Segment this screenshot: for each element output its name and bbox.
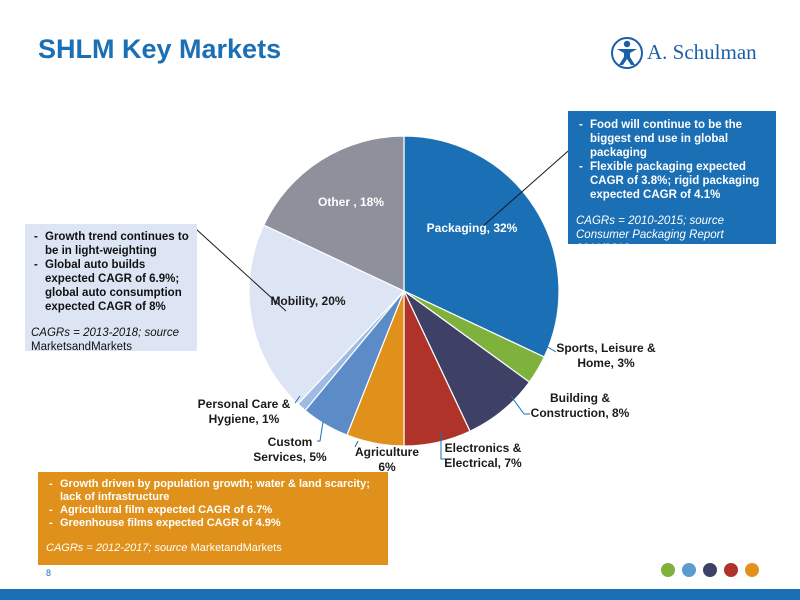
slice-label-building-construction: Building & Construction, 8% [531, 391, 630, 420]
mobility-bullet: Global auto builds expected CAGR of 6.9%… [31, 258, 191, 314]
sports-label-leader [545, 345, 557, 353]
page-number: 8 [46, 568, 52, 578]
logo-text: A. Schulman [647, 40, 757, 64]
agriculture-bullet: Agricultural film expected CAGR of 6.7% [46, 504, 380, 517]
slice-label-other: Other , 18% [318, 195, 384, 209]
footer-dot [745, 563, 759, 577]
mobility-source-note: CAGRs = 2013-2018; source MarketsandMark… [31, 326, 191, 354]
packaging-bullet: Flexible packaging expected CAGR of 3.8%… [576, 160, 768, 202]
agriculture-source-name: MarketandMarkets [190, 542, 282, 554]
mobility-source-italic: CAGRs = 2013-2018; source [31, 327, 179, 339]
mobility-callout-leader [195, 228, 287, 312]
personal-care-label-leader [294, 395, 301, 404]
logo-figure-icon [611, 37, 643, 69]
packaging-callout: Food will continue to be the biggest end… [568, 111, 776, 255]
slice-label-sports-leisure-home: Sports, Leisure & Home, 3% [556, 341, 656, 370]
slice-label-custom-services: Custom Services, 5% [253, 435, 327, 464]
agriculture-label-leader [354, 440, 359, 448]
packaging-callout-leader [481, 144, 576, 228]
pie-slice-packaging [403, 135, 560, 358]
mobility-source-name: MarketsandMarkets [31, 341, 132, 353]
pie-slice-other [262, 135, 405, 292]
bottom-accent-bar [0, 589, 800, 600]
mobility-callout: Growth trend continues to be in light-we… [25, 224, 197, 354]
packaging-bullet: Food will continue to be the biggest end… [576, 118, 768, 160]
agriculture-source-italic: CAGRs = 2012-2017; source [46, 542, 188, 554]
agriculture-bullet: Greenhouse films expected CAGR of 4.9% [46, 517, 380, 530]
footer-color-dots [661, 563, 759, 577]
custom-services-label-leader [317, 421, 324, 442]
agriculture-bullet: Growth driven by population growth; wate… [46, 478, 380, 504]
electronics-label-leader [440, 431, 446, 460]
agriculture-source-note: CAGRs = 2012-2017; source MarketandMarke… [46, 542, 380, 555]
footer-dot [703, 563, 717, 577]
slice-label-agriculture: Agriculture 6% [355, 445, 419, 474]
slice-label-packaging: Packaging, 32% [427, 221, 518, 235]
footer-dot [724, 563, 738, 577]
slice-label-personal-care-hygiene: Personal Care & Hygiene, 1% [198, 397, 291, 426]
slice-label-electronics-electrical: Electronics & Electrical, 7% [444, 441, 522, 470]
slice-label-mobility: Mobility, 20% [270, 294, 345, 308]
packaging-source-note: CAGRs = 2010-2015; source Consumer Packa… [576, 215, 724, 255]
footer-dot [661, 563, 675, 577]
building-label-leader [510, 395, 530, 415]
pie-slice-mobility [248, 224, 406, 405]
agriculture-callout: Growth driven by population growth; wate… [38, 472, 388, 565]
company-logo: A. Schulman [611, 34, 761, 72]
mobility-bullet: Growth trend continues to be in light-we… [31, 230, 191, 258]
footer-dot [682, 563, 696, 577]
slide-title: SHLM Key Markets [38, 34, 282, 64]
